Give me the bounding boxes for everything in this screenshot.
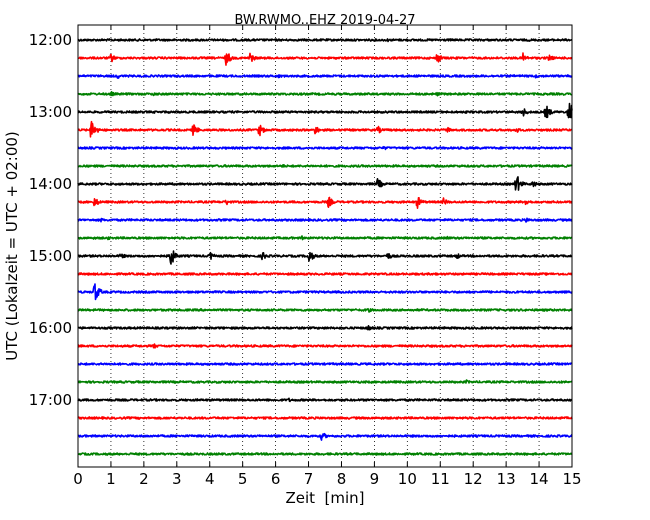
- trace-line-1515: [77, 272, 573, 276]
- trace-line-1745: [77, 452, 573, 456]
- y-tick-label: 15:00: [29, 247, 72, 265]
- trace-line-1730: [77, 432, 573, 441]
- x-tick-label: 9: [370, 470, 380, 488]
- grid-lines: [110, 25, 540, 467]
- trace-line-1330: [77, 145, 573, 151]
- x-tick-label: 7: [304, 470, 314, 488]
- x-tick-label: 12: [464, 470, 483, 488]
- trace-line-1430: [77, 217, 573, 223]
- plot-frame: [77, 24, 573, 468]
- x-tick-label: 0: [73, 470, 83, 488]
- trace-line-1500: [77, 250, 573, 265]
- x-tick-label: 13: [497, 470, 516, 488]
- trace-line-1530: [77, 283, 573, 301]
- y-tick-label: 13:00: [29, 103, 72, 121]
- trace-line-1245: [77, 91, 573, 97]
- x-tick-label: 6: [271, 470, 281, 488]
- trace-line-1445: [77, 235, 573, 241]
- trace-line-1715: [77, 416, 573, 420]
- x-tick-label: 15: [562, 470, 581, 488]
- x-tick-label: 10: [398, 470, 417, 488]
- trace-line-1415: [77, 196, 573, 209]
- trace-line-1630: [77, 362, 573, 366]
- trace-line-1200: [77, 38, 573, 43]
- trace-line-1315: [77, 120, 573, 138]
- trace-layer: [77, 38, 573, 456]
- trace-line-1215: [77, 52, 573, 66]
- x-tick-label: 3: [172, 470, 182, 488]
- x-tick-label: 8: [337, 470, 347, 488]
- x-axis: 0 1 2 3 4 5 6 7 8 9 10 11 12 13 14 15: [73, 25, 582, 488]
- trace-line-1230: [77, 74, 573, 79]
- y-tick-label: 14:00: [29, 175, 72, 193]
- y-axis-label: UTC (Lokalzeit = UTC + 02:00): [3, 131, 21, 361]
- trace-line-1545: [77, 307, 573, 313]
- trace-line-1400: [77, 176, 573, 191]
- x-tick-label: 1: [106, 470, 116, 488]
- trace-line-1300: [77, 102, 573, 119]
- y-tick-label: 16:00: [29, 319, 72, 337]
- trace-line-1700: [77, 397, 573, 403]
- x-tick-label: 4: [205, 470, 215, 488]
- x-axis-label: Zeit [min]: [285, 489, 364, 507]
- trace-line-1645: [77, 379, 573, 384]
- x-tick-label: 14: [530, 470, 549, 488]
- x-tick-label: 11: [431, 470, 450, 488]
- trace-line-1345: [77, 164, 573, 168]
- y-tick-label: 17:00: [29, 391, 72, 409]
- trace-line-1600: [77, 325, 573, 331]
- x-tick-label: 2: [139, 470, 149, 488]
- chart-title: BW.RWMO..EHZ 2019-04-27: [234, 13, 415, 28]
- trace-line-1615: [77, 343, 573, 349]
- x-tick-label: 5: [238, 470, 248, 488]
- y-tick-label: 12:00: [29, 31, 72, 49]
- y-axis: 12:00 13:00 14:00 15:00 16:00 17:00: [29, 31, 572, 409]
